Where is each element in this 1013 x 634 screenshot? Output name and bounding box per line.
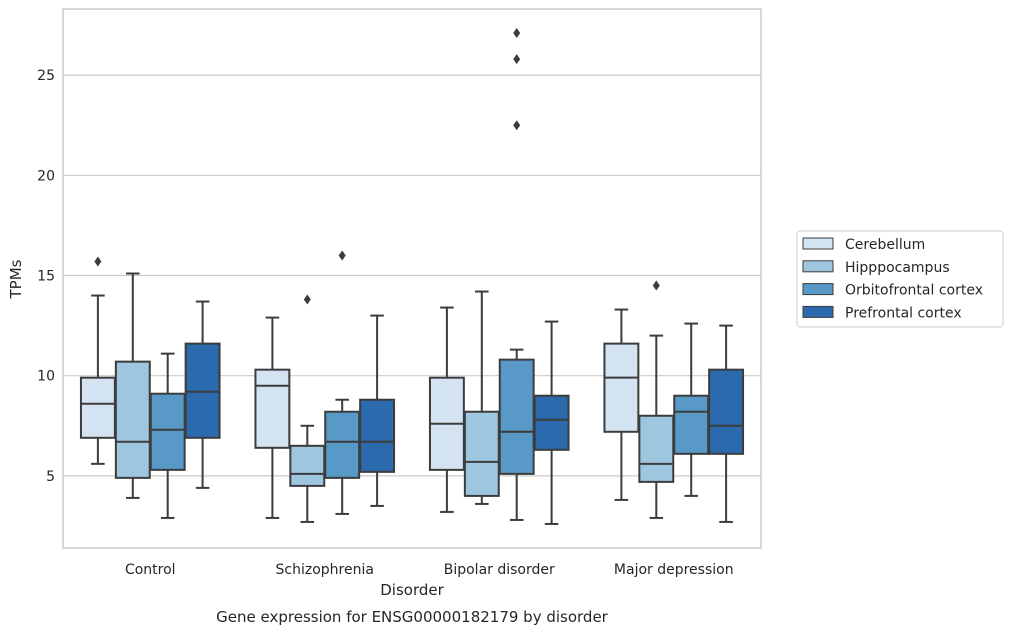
box-3-1 [359, 314, 396, 507]
x-axis-title: Disorder [380, 581, 444, 599]
outlier-point [652, 280, 660, 291]
legend-label: Hipppocampus [845, 260, 950, 276]
box-iqr [673, 394, 710, 455]
box-2-1 [324, 250, 361, 515]
y-tick-label: 15 [37, 268, 55, 284]
box-1-0 [114, 272, 151, 499]
x-tick-label: Schizophrenia [276, 562, 374, 578]
legend-items: Cerebellum Hipppocampus Orbitofrontal cort… [802, 237, 983, 321]
box-iqr [638, 414, 675, 483]
box-0-3 [603, 308, 640, 501]
legend: Cerebellum Hipppocampus Orbitofrontal cort… [796, 230, 1004, 328]
outlier-point [94, 256, 102, 267]
x-tick-label: Control [125, 562, 176, 578]
boxes-layer [79, 28, 745, 525]
box-iqr [498, 358, 535, 475]
outlier-point [513, 54, 521, 65]
box-iqr [533, 394, 570, 451]
legend-frame [796, 230, 1004, 328]
box-1-1 [289, 294, 326, 523]
box-iqr [708, 368, 745, 455]
box-iqr [254, 368, 291, 449]
box-2-2 [498, 28, 535, 521]
box-iqr [603, 342, 640, 433]
box-1-3 [638, 280, 675, 519]
outlier-point [513, 28, 521, 39]
box-2-0 [149, 352, 186, 519]
box-iqr [463, 410, 500, 497]
legend-swatch [802, 237, 834, 250]
figure-caption: Gene expression for ENSG00000182179 by d… [216, 608, 609, 626]
box-2-3 [673, 322, 710, 497]
plot-area-frame [62, 8, 762, 549]
legend-label: Cerebellum [845, 237, 925, 253]
box-iqr [149, 392, 186, 471]
box-0-0 [79, 256, 116, 465]
box-iqr [114, 360, 151, 479]
y-axis-title: TPMs [7, 259, 25, 299]
x-tick-label: Bipolar disorder [444, 562, 555, 578]
box-iqr [79, 376, 116, 439]
box-iqr [359, 398, 396, 473]
box-3-0 [184, 300, 221, 489]
box-0-1 [254, 316, 291, 519]
legend-swatch [802, 260, 834, 273]
x-tick-label: Major depression [614, 562, 734, 578]
box-1-2 [463, 290, 500, 505]
y-axis-ticks: 5 10 15 20 25 [37, 68, 55, 485]
y-tick-label: 25 [37, 68, 55, 84]
legend-swatch [802, 283, 834, 296]
outlier-point [338, 250, 346, 261]
outlier-point [303, 294, 311, 305]
legend-swatch [802, 305, 834, 318]
box-0-2 [428, 306, 465, 513]
y-tick-label: 20 [37, 168, 55, 184]
box-iqr [289, 444, 326, 487]
box-3-2 [533, 320, 570, 525]
box-iqr [324, 410, 361, 479]
y-tick-label: 5 [46, 469, 55, 485]
x-axis-ticks: Control Schizophrenia Bipolar disorder Majo… [125, 562, 734, 578]
outlier-point [513, 120, 521, 131]
box-iqr [184, 342, 221, 439]
legend-label: Orbitofrontal cortex [845, 283, 983, 299]
y-tick-label: 10 [37, 369, 55, 385]
box-3-3 [708, 324, 745, 523]
legend-label: Prefrontal cortex [845, 305, 962, 321]
